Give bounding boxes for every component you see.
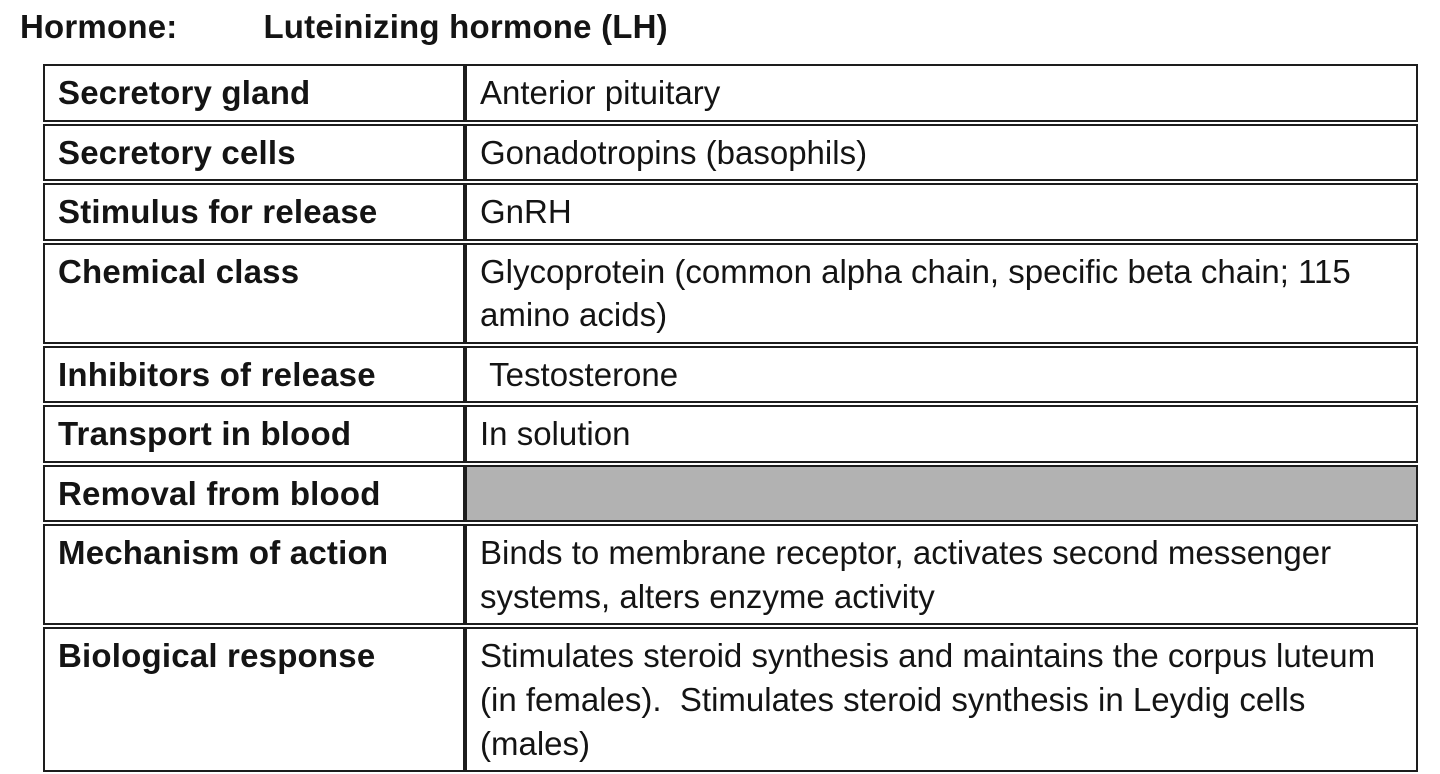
row-label-transport-in-blood: Transport in blood: [43, 405, 465, 463]
row-value-stimulus-for-release: GnRH: [465, 183, 1418, 241]
row-label-mechanism-of-action: Mechanism of action: [43, 524, 465, 626]
table-row: Chemical class Glycoprotein (common alph…: [43, 242, 1418, 344]
table-row: Stimulus for release GnRH: [43, 183, 1418, 241]
table-row: Transport in blood In solution: [43, 405, 1418, 463]
row-label-secretory-gland: Secretory gland: [43, 64, 465, 122]
row-label-secretory-cells: Secretory cells: [43, 123, 465, 182]
table-row: Inhibitors of release Testosterone: [43, 345, 1418, 404]
row-value-biological-response: Stimulates steroid synthesis and maintai…: [465, 627, 1418, 773]
table-row: Removal from blood: [43, 464, 1418, 523]
row-label-biological-response: Biological response: [43, 627, 465, 773]
row-label-stimulus-for-release: Stimulus for release: [43, 183, 465, 241]
row-label-removal-from-blood: Removal from blood: [43, 464, 465, 523]
row-label-chemical-class: Chemical class: [43, 242, 465, 344]
row-value-inhibitors-of-release: Testosterone: [465, 345, 1418, 404]
table-row: Mechanism of action Binds to membrane re…: [43, 524, 1418, 626]
row-label-inhibitors-of-release: Inhibitors of release: [43, 345, 465, 404]
hormone-table: Secretory gland Anterior pituitary Secre…: [43, 62, 1418, 774]
row-value-mechanism-of-action: Binds to membrane receptor, activates se…: [465, 524, 1418, 626]
row-value-secretory-cells: Gonadotropins (basophils): [465, 123, 1418, 182]
table-row: Biological response Stimulates steroid s…: [43, 627, 1418, 773]
table-row: Secretory gland Anterior pituitary: [43, 64, 1418, 122]
row-value-chemical-class: Glycoprotein (common alpha chain, specif…: [465, 242, 1418, 344]
hormone-name: Luteinizing hormone (LH): [263, 8, 668, 45]
row-value-transport-in-blood: In solution: [465, 405, 1418, 463]
hormone-label: Hormone:: [20, 8, 178, 45]
row-value-removal-from-blood-empty-cell: [465, 464, 1418, 523]
row-value-secretory-gland: Anterior pituitary: [465, 64, 1418, 122]
page-title: Hormone: Luteinizing hormone (LH): [20, 8, 1440, 46]
table-row: Secretory cells Gonadotropins (basophils…: [43, 123, 1418, 182]
